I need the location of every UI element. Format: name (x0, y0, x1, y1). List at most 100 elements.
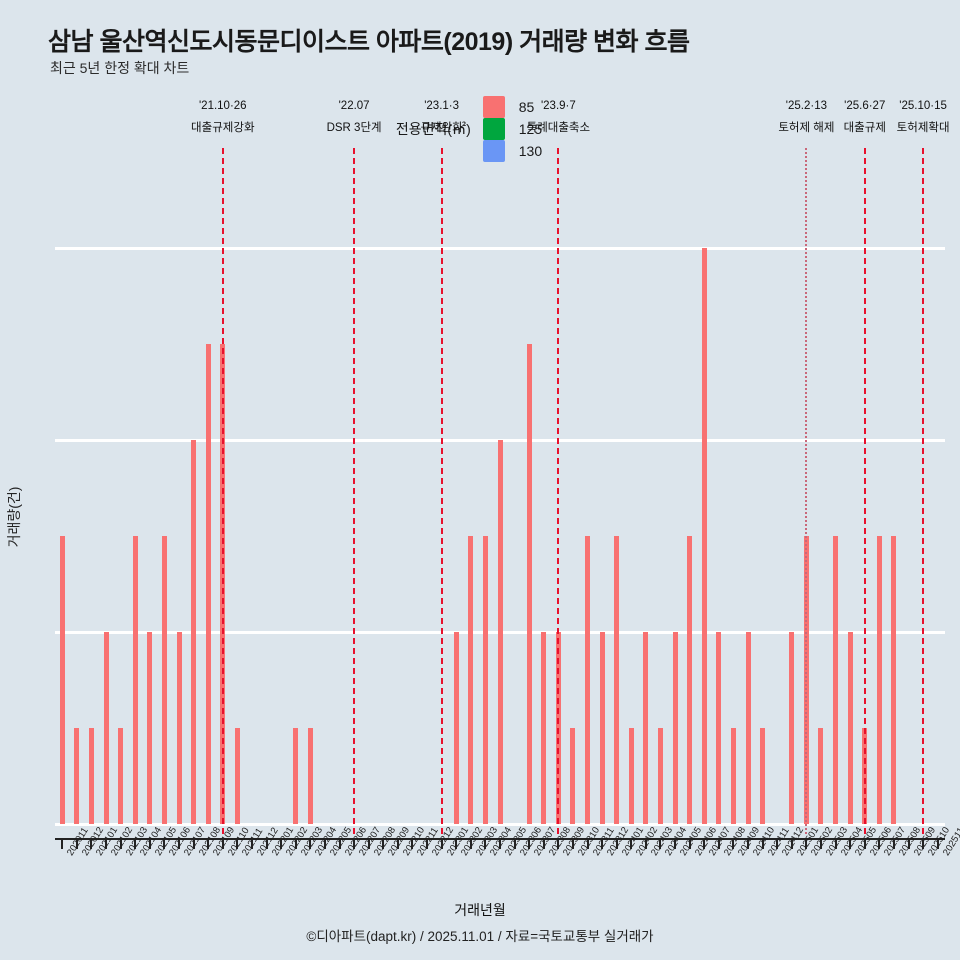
bar-202504-85[interactable] (833, 536, 839, 824)
bar-202305-85[interactable] (497, 440, 503, 824)
x-tick (557, 838, 560, 849)
gridline-6 (55, 246, 945, 250)
bar-202401-85[interactable] (614, 536, 620, 824)
event-label-202506: 대출규제 (843, 122, 886, 134)
event-line-202301 (440, 148, 443, 834)
x-tick (834, 838, 837, 849)
x-tick (571, 838, 574, 849)
legend-item-125[interactable]: 125 (482, 118, 550, 140)
bar-202103-85[interactable] (118, 728, 124, 824)
bar-202508-85[interactable] (891, 536, 897, 824)
bar-202203-85[interactable] (293, 728, 299, 824)
event-label-202510: 토허제확대 (896, 122, 950, 134)
x-tick (922, 838, 925, 849)
event-date-202309: '23.9·7 (540, 100, 576, 112)
event-date-202510: '25.10·15 (899, 100, 947, 112)
x-tick (528, 838, 531, 849)
bar-202308-85[interactable] (541, 632, 547, 824)
x-tick (484, 838, 487, 849)
event-label-202110: 대출규제강화 (191, 122, 255, 134)
x-tick (542, 838, 545, 849)
x-tick (849, 838, 852, 849)
legend-swatch-icon (482, 140, 505, 162)
x-tick (747, 838, 750, 849)
bar-202310-85[interactable] (570, 728, 576, 824)
x-tick (805, 838, 808, 849)
bar-202204-85[interactable] (307, 728, 313, 824)
bar-202405-85[interactable] (672, 632, 678, 824)
gridline-0 (55, 822, 945, 826)
x-tick (732, 838, 735, 849)
x-tick (630, 838, 633, 849)
bar-202106-85[interactable] (161, 536, 167, 824)
x-tick (61, 838, 64, 849)
x-tick (236, 838, 239, 849)
event-label-202502: 토허제 해제 (778, 122, 835, 134)
event-label-202207: DSR 3단계 (326, 122, 382, 134)
event-line-202110 (221, 148, 224, 834)
bar-202101-85[interactable] (88, 728, 94, 824)
x-tick (134, 838, 137, 849)
event-date-202301: '23.1·3 (424, 100, 460, 112)
bar-202102-85[interactable] (103, 632, 109, 824)
bar-202403-85[interactable] (643, 632, 649, 824)
bar-202108-85[interactable] (191, 440, 197, 824)
bar-202311-85[interactable] (585, 536, 591, 824)
x-tick (455, 838, 458, 849)
page-subtitle: 최근 5년 한정 확대 차트 (50, 60, 190, 76)
bar-202505-85[interactable] (847, 632, 853, 824)
bar-202404-85[interactable] (657, 728, 663, 824)
bar-202111-85[interactable] (234, 728, 240, 824)
x-tick (469, 838, 472, 849)
bar-202406-85[interactable] (687, 536, 693, 824)
x-tick (221, 838, 224, 849)
bar-202304-85[interactable] (482, 536, 488, 824)
event-date-202110: '21.10·26 (198, 100, 247, 112)
x-tick (309, 838, 312, 849)
event-date-202207: '22.07 (338, 100, 370, 112)
x-tick (163, 838, 166, 849)
bar-202012-85[interactable] (74, 728, 80, 824)
x-tick (178, 838, 181, 849)
bar-202408-85[interactable] (716, 632, 722, 824)
x-tick (148, 838, 151, 849)
bar-202411-85[interactable] (760, 728, 766, 824)
bar-202104-85[interactable] (132, 536, 138, 824)
bar-202507-85[interactable] (876, 536, 882, 824)
event-date-202506: '25.6·27 (844, 100, 886, 112)
page-title: 삼남 울산역신도시동문디이스트 아파트(2019) 거래량 변화 흐름 (48, 28, 690, 56)
x-tick (615, 838, 618, 849)
bar-202503-85[interactable] (818, 728, 824, 824)
x-tick (396, 838, 399, 849)
event-label-202309: 특례대출축소 (526, 122, 591, 134)
x-tick (703, 838, 706, 849)
x-tick (207, 838, 210, 849)
bar-202312-85[interactable] (599, 632, 605, 824)
x-tick (907, 838, 910, 849)
legend-item-85[interactable]: 85 (482, 96, 550, 118)
bar-202107-85[interactable] (176, 632, 182, 824)
bar-202109-85[interactable] (205, 344, 211, 824)
event-line-202506 (863, 148, 866, 834)
event-line-202309 (557, 148, 560, 834)
event-label-202301: 규제완화 (420, 122, 463, 134)
x-tick (323, 838, 326, 849)
bar-202402-85[interactable] (628, 728, 634, 824)
bar-202307-85[interactable] (526, 344, 532, 824)
x-tick (250, 838, 253, 849)
bar-202105-85[interactable] (147, 632, 153, 824)
bar-202410-85[interactable] (745, 632, 751, 824)
bar-202303-85[interactable] (468, 536, 474, 824)
bar-202011-85[interactable] (59, 536, 65, 824)
x-tick (105, 838, 108, 849)
legend-item-130[interactable]: 130 (482, 140, 550, 162)
x-tick (761, 838, 764, 849)
x-tick (265, 838, 268, 849)
x-tick (382, 838, 385, 849)
bar-202302-85[interactable] (453, 632, 459, 824)
bar-202409-85[interactable] (730, 728, 736, 824)
bar-202407-85[interactable] (701, 248, 707, 824)
event-line-202510 (922, 148, 925, 834)
bar-202501-85[interactable] (789, 632, 795, 824)
x-tick (601, 838, 604, 849)
